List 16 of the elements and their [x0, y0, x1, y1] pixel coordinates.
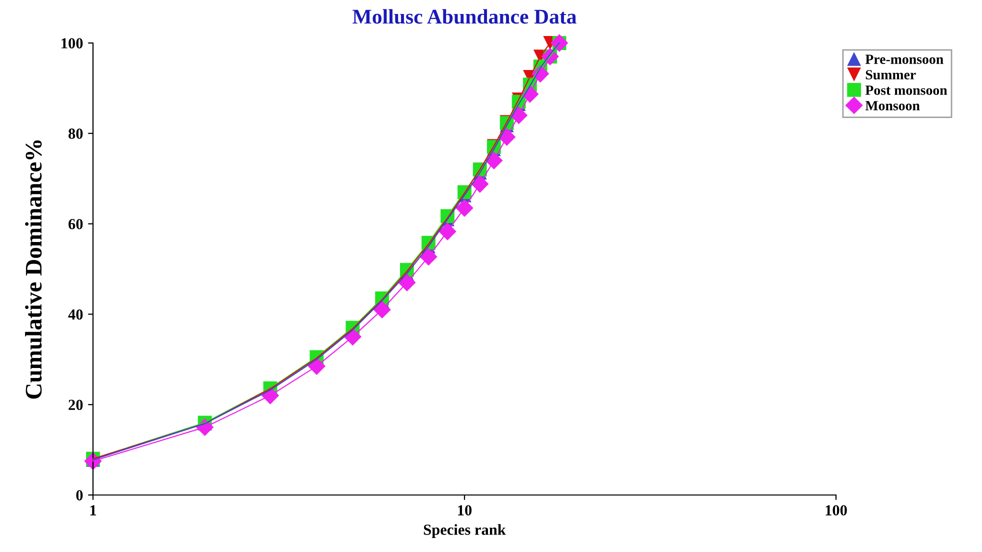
x-axis-title: Species rank: [424, 524, 506, 538]
y-tick-label: 20: [68, 400, 83, 410]
x-tick-label: 1: [90, 505, 96, 516]
y-axis-title: Cumulative Dominance%: [25, 140, 42, 399]
x-tick-label: 100: [826, 505, 847, 516]
chart-title: Mollusc Abundance Data: [352, 9, 576, 24]
legend-label: Monsoon: [865, 101, 920, 110]
y-tick-label: 0: [76, 490, 83, 500]
x-tick-label: 10: [458, 505, 472, 516]
y-tick-label: 80: [68, 128, 83, 139]
y-tick-label: 40: [68, 309, 83, 320]
y-tick-label: 60: [68, 218, 83, 230]
legend-label: Summer: [866, 70, 916, 80]
legend-label: Pre-monsoon: [865, 54, 944, 64]
legend-label: Post monsoon: [865, 86, 948, 95]
y-tick-label: 100: [62, 38, 83, 48]
